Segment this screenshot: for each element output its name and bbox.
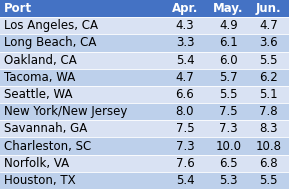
FancyBboxPatch shape [249, 172, 289, 189]
FancyBboxPatch shape [249, 34, 289, 52]
Text: Los Angeles, CA: Los Angeles, CA [4, 19, 98, 32]
FancyBboxPatch shape [162, 69, 208, 86]
Text: Norfolk, VA: Norfolk, VA [4, 157, 69, 170]
FancyBboxPatch shape [0, 52, 162, 69]
FancyBboxPatch shape [0, 172, 162, 189]
Text: 5.4: 5.4 [176, 54, 194, 67]
FancyBboxPatch shape [162, 86, 208, 103]
Text: 7.3: 7.3 [219, 122, 238, 135]
Text: 6.1: 6.1 [219, 36, 238, 50]
FancyBboxPatch shape [208, 155, 249, 172]
Text: 6.6: 6.6 [176, 88, 194, 101]
Text: Seattle, WA: Seattle, WA [4, 88, 73, 101]
FancyBboxPatch shape [249, 103, 289, 120]
FancyBboxPatch shape [249, 52, 289, 69]
Text: Houston, TX: Houston, TX [4, 174, 76, 187]
FancyBboxPatch shape [0, 86, 162, 103]
Text: 5.3: 5.3 [219, 174, 238, 187]
Text: 6.0: 6.0 [219, 54, 238, 67]
FancyBboxPatch shape [208, 0, 249, 17]
FancyBboxPatch shape [208, 86, 249, 103]
FancyBboxPatch shape [162, 155, 208, 172]
FancyBboxPatch shape [162, 34, 208, 52]
Text: 3.3: 3.3 [176, 36, 194, 50]
Text: 7.5: 7.5 [219, 105, 238, 118]
FancyBboxPatch shape [249, 120, 289, 137]
Text: 7.8: 7.8 [260, 105, 278, 118]
FancyBboxPatch shape [249, 137, 289, 155]
Text: 5.5: 5.5 [260, 174, 278, 187]
FancyBboxPatch shape [0, 17, 162, 34]
FancyBboxPatch shape [162, 103, 208, 120]
Text: 8.3: 8.3 [260, 122, 278, 135]
Text: 5.5: 5.5 [260, 54, 278, 67]
Text: 3.6: 3.6 [260, 36, 278, 50]
Text: Savannah, GA: Savannah, GA [4, 122, 88, 135]
Text: 5.5: 5.5 [219, 88, 238, 101]
Text: Jun.: Jun. [256, 2, 281, 15]
FancyBboxPatch shape [249, 86, 289, 103]
Text: 5.7: 5.7 [219, 71, 238, 84]
Text: Oakland, CA: Oakland, CA [4, 54, 77, 67]
Text: 6.2: 6.2 [260, 71, 278, 84]
Text: 5.4: 5.4 [176, 174, 194, 187]
FancyBboxPatch shape [208, 137, 249, 155]
FancyBboxPatch shape [208, 52, 249, 69]
Text: 10.8: 10.8 [256, 139, 282, 153]
Text: 5.1: 5.1 [260, 88, 278, 101]
Text: 10.0: 10.0 [215, 139, 241, 153]
FancyBboxPatch shape [208, 69, 249, 86]
Text: Long Beach, CA: Long Beach, CA [4, 36, 97, 50]
FancyBboxPatch shape [162, 137, 208, 155]
Text: 4.3: 4.3 [176, 19, 194, 32]
FancyBboxPatch shape [208, 34, 249, 52]
FancyBboxPatch shape [0, 155, 162, 172]
FancyBboxPatch shape [0, 103, 162, 120]
Text: Tacoma, WA: Tacoma, WA [4, 71, 76, 84]
Text: New York/New Jersey: New York/New Jersey [4, 105, 128, 118]
Text: 7.6: 7.6 [176, 157, 194, 170]
FancyBboxPatch shape [249, 69, 289, 86]
FancyBboxPatch shape [0, 34, 162, 52]
FancyBboxPatch shape [208, 17, 249, 34]
FancyBboxPatch shape [162, 17, 208, 34]
FancyBboxPatch shape [249, 155, 289, 172]
Text: May.: May. [213, 2, 244, 15]
Text: 4.9: 4.9 [219, 19, 238, 32]
Text: Apr.: Apr. [172, 2, 198, 15]
Text: 8.0: 8.0 [176, 105, 194, 118]
Text: 6.5: 6.5 [219, 157, 238, 170]
Text: 4.7: 4.7 [176, 71, 194, 84]
FancyBboxPatch shape [208, 120, 249, 137]
Text: Port: Port [4, 2, 32, 15]
Text: 7.5: 7.5 [176, 122, 194, 135]
FancyBboxPatch shape [249, 0, 289, 17]
FancyBboxPatch shape [249, 17, 289, 34]
Text: 4.7: 4.7 [260, 19, 278, 32]
Text: 7.3: 7.3 [176, 139, 194, 153]
FancyBboxPatch shape [162, 172, 208, 189]
FancyBboxPatch shape [162, 120, 208, 137]
Text: 6.8: 6.8 [260, 157, 278, 170]
FancyBboxPatch shape [208, 172, 249, 189]
FancyBboxPatch shape [0, 69, 162, 86]
FancyBboxPatch shape [0, 0, 162, 17]
Text: Charleston, SC: Charleston, SC [4, 139, 92, 153]
FancyBboxPatch shape [0, 137, 162, 155]
FancyBboxPatch shape [162, 0, 208, 17]
FancyBboxPatch shape [162, 52, 208, 69]
FancyBboxPatch shape [208, 103, 249, 120]
FancyBboxPatch shape [0, 120, 162, 137]
